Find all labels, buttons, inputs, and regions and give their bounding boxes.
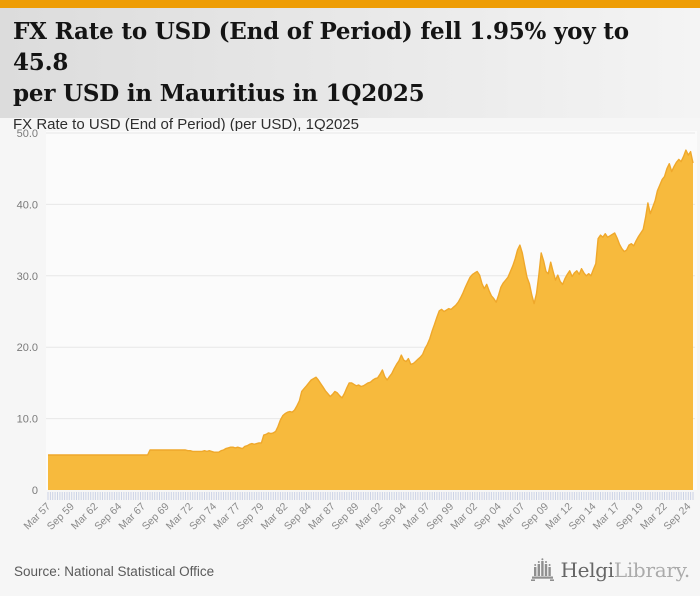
svg-text:0: 0 <box>32 485 38 497</box>
svg-text:Sep 24: Sep 24 <box>661 501 693 533</box>
source-label: Source: National Statistical Office <box>14 564 215 579</box>
chart-header: FX Rate to USD (End of Period) fell 1.95… <box>0 8 700 133</box>
fx-rate-line <box>48 149 694 456</box>
x-tick-strip <box>47 492 694 500</box>
svg-text:20.0: 20.0 <box>17 342 38 354</box>
logo-text-suffix: Library. <box>613 558 690 582</box>
helgi-library-logo[interactable]: HelgiLibrary. <box>530 557 690 583</box>
chart-footer: Source: National Statistical Office <box>0 548 700 596</box>
svg-text:30.0: 30.0 <box>17 271 38 283</box>
svg-text:10.0: 10.0 <box>17 414 38 426</box>
chart-subtitle: FX Rate to USD (End of Period) (per USD)… <box>13 116 359 133</box>
fx-rate-area-series <box>48 150 693 490</box>
page-title: FX Rate to USD (End of Period) fell 1.95… <box>13 16 687 109</box>
svg-text:50.0: 50.0 <box>17 128 38 140</box>
svg-text:40.0: 40.0 <box>17 199 38 211</box>
page-title-line2: per USD in Mauritius in 1Q2025 <box>13 80 425 107</box>
logo-text-brand: Helgi <box>560 558 614 582</box>
page-title-line1: FX Rate to USD (End of Period) fell 1.95… <box>13 18 629 76</box>
y-axis-labels: 0 10.0 20.0 30.0 40.0 50.0 <box>17 128 38 497</box>
chart-area: 0 10.0 20.0 30.0 40.0 50.0 Mar 57 Sep 59 Mar 62 S… <box>0 118 700 548</box>
logo-bars-icon <box>531 558 555 581</box>
top-accent-bar <box>0 0 700 8</box>
